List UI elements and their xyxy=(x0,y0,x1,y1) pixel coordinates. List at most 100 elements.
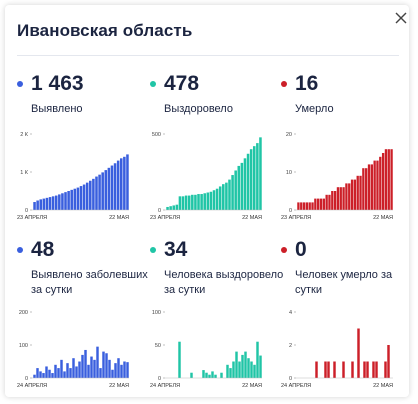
bar xyxy=(72,358,75,378)
bar xyxy=(169,206,172,210)
bar xyxy=(238,361,241,378)
bar xyxy=(181,196,185,210)
bar xyxy=(228,179,231,210)
bar xyxy=(172,205,176,210)
bar xyxy=(342,187,345,210)
bar xyxy=(336,187,340,210)
bar xyxy=(319,198,323,210)
bar xyxy=(356,175,359,210)
bar xyxy=(178,341,181,378)
bar xyxy=(375,361,378,378)
stat-value: 16 xyxy=(295,72,319,95)
stat-label: Человек умерло за сутки xyxy=(295,269,393,296)
bar xyxy=(302,202,306,210)
bar xyxy=(96,346,99,378)
bar xyxy=(359,175,362,210)
region-card: Ивановская область 1 463 Выявлено 2 К 1 К… xyxy=(5,5,409,397)
bar xyxy=(81,354,84,378)
bar xyxy=(308,202,311,210)
bar xyxy=(362,168,365,210)
bar xyxy=(324,361,327,378)
bar xyxy=(333,361,336,378)
bar xyxy=(353,179,357,210)
bar xyxy=(197,194,200,210)
bar xyxy=(75,366,78,378)
bar xyxy=(379,156,382,210)
x-start-label: 24 АПРЕЛЯ xyxy=(150,383,180,389)
bar xyxy=(222,184,225,210)
bar xyxy=(187,195,191,210)
bar xyxy=(200,194,203,210)
bar xyxy=(87,364,90,378)
bar xyxy=(311,202,314,210)
bar xyxy=(297,202,300,210)
bar xyxy=(175,204,179,210)
y-tick-label: 2 xyxy=(289,343,292,349)
bar xyxy=(116,160,120,210)
bar xyxy=(184,195,188,210)
chart-detected-total: 2 К 1 К 023 АПРЕЛЯ 22 МАЯ xyxy=(17,132,129,221)
bar xyxy=(315,361,318,378)
stat-value: 1 463 xyxy=(31,72,84,95)
bar xyxy=(117,358,120,378)
chart-recovered-daily: 100 50 024 АПРЕЛЯ 22 МАЯ xyxy=(150,310,262,389)
bar xyxy=(54,364,57,378)
bar xyxy=(234,170,237,210)
bar xyxy=(93,359,96,378)
stat-value: 0 xyxy=(295,238,307,261)
bar xyxy=(67,191,70,210)
bar xyxy=(220,372,223,378)
bar xyxy=(36,200,39,210)
stat-label: Умерло xyxy=(295,103,334,115)
bar xyxy=(367,164,371,210)
bar xyxy=(300,202,303,210)
x-start-label: 24 АПРЕЛЯ xyxy=(281,383,311,389)
y-tick-label: 50 xyxy=(155,343,161,349)
stat-value: 48 xyxy=(31,238,55,261)
bar xyxy=(85,182,89,210)
bar xyxy=(51,373,54,378)
x-end-label: 22 МАЯ xyxy=(242,215,262,221)
y-tick-label: 1 К xyxy=(20,170,29,176)
bar xyxy=(246,153,250,210)
bar xyxy=(126,362,129,378)
bar xyxy=(111,369,114,378)
bar xyxy=(327,361,330,378)
x-start-label: 23 АПРЕЛЯ xyxy=(17,215,47,221)
bar xyxy=(113,163,117,210)
bar xyxy=(89,180,92,210)
stat-value: 34 xyxy=(164,238,188,261)
series-dot xyxy=(17,81,23,87)
bar xyxy=(90,356,93,378)
bar xyxy=(123,361,126,378)
bar xyxy=(119,158,123,210)
bar xyxy=(342,361,345,378)
bar xyxy=(365,168,368,210)
bar xyxy=(99,368,102,378)
y-tick-label: 500 xyxy=(152,132,161,138)
bar xyxy=(381,153,385,210)
bar xyxy=(218,186,222,210)
y-tick-label: 20 xyxy=(286,132,292,138)
bar xyxy=(350,179,354,210)
close-icon[interactable] xyxy=(393,10,409,26)
bar xyxy=(33,202,36,210)
bar xyxy=(78,361,81,378)
bar xyxy=(259,355,262,378)
bar xyxy=(166,206,169,210)
bar xyxy=(36,368,39,378)
bar xyxy=(328,194,331,210)
x-end-label: 22 МАЯ xyxy=(242,383,262,389)
bar xyxy=(373,160,376,210)
bar xyxy=(45,366,48,378)
bar xyxy=(256,143,259,210)
bar xyxy=(240,162,244,210)
x-end-label: 22 МАЯ xyxy=(373,215,393,221)
chart-died-daily: 4 2 024 АПРЕЛЯ 22 МАЯ xyxy=(281,310,393,389)
bar xyxy=(241,354,244,378)
bar xyxy=(209,191,213,210)
bar xyxy=(372,361,375,378)
bar xyxy=(384,149,388,210)
bar xyxy=(66,363,69,378)
bar xyxy=(39,371,42,378)
